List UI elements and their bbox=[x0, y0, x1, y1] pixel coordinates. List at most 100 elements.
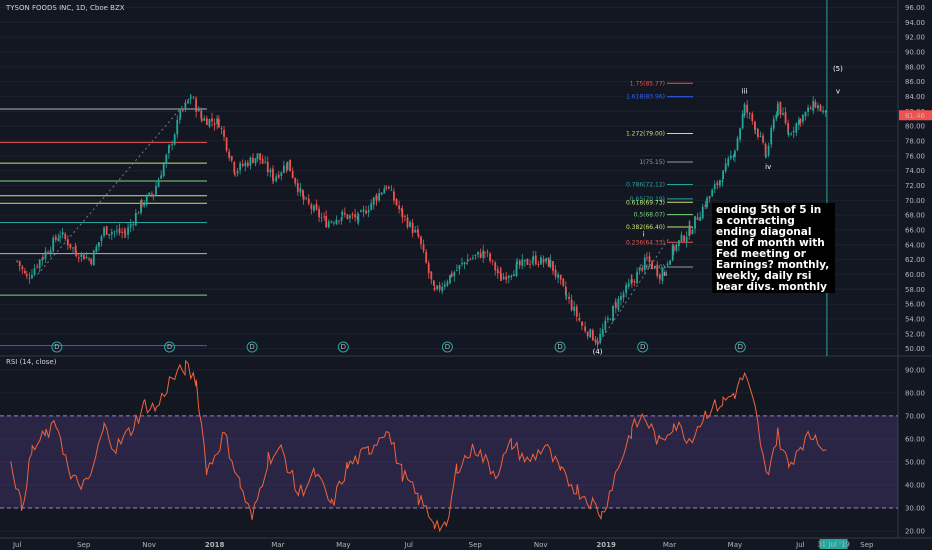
candle-body bbox=[155, 186, 157, 195]
candle-body bbox=[213, 123, 216, 125]
time-axis[interactable]: Jul Sep Nov 2018 Mar May Jul Sep Nov 2019 Mar May Ju… bbox=[12, 539, 874, 549]
rsi-line[interactable] bbox=[10, 359, 827, 533]
candle-body bbox=[542, 259, 545, 263]
candle-body bbox=[28, 277, 31, 279]
candle-body bbox=[653, 266, 656, 268]
analysis-annotation[interactable]: ending 5th of 5 in a contracting ending … bbox=[712, 203, 835, 293]
candle-body bbox=[313, 205, 315, 211]
candle-body bbox=[554, 269, 557, 277]
rsi-tick-label: 80.00 bbox=[905, 389, 925, 397]
candle-body bbox=[225, 137, 228, 151]
candle-body bbox=[189, 98, 192, 100]
candle-body bbox=[425, 251, 428, 263]
price-tick-label: 74.00 bbox=[905, 167, 925, 175]
candle-body bbox=[633, 281, 636, 283]
candle-body bbox=[302, 195, 305, 201]
candle-body bbox=[82, 254, 85, 260]
candle-body bbox=[422, 244, 425, 251]
candle-body bbox=[151, 193, 153, 195]
price-tick-label: 86.00 bbox=[905, 78, 925, 86]
candle-body bbox=[557, 274, 560, 278]
candle-body bbox=[589, 329, 592, 338]
dividend-marker[interactable] bbox=[337, 341, 349, 353]
price-tick-label: 90.00 bbox=[905, 48, 925, 56]
candle-body bbox=[469, 259, 472, 261]
candle-body bbox=[272, 179, 275, 181]
candle-body bbox=[510, 275, 513, 278]
candle-body bbox=[683, 235, 685, 242]
candle-body bbox=[77, 257, 80, 259]
dividend-marker[interactable] bbox=[554, 341, 566, 353]
dividend-marker[interactable] bbox=[441, 341, 453, 353]
candle-body bbox=[708, 196, 711, 199]
candle-body bbox=[807, 107, 809, 112]
candle-body bbox=[523, 259, 526, 262]
candle-body bbox=[318, 208, 320, 218]
price-tick-label: 58.00 bbox=[905, 286, 925, 294]
candle-body bbox=[184, 102, 187, 110]
candle-body bbox=[296, 183, 299, 192]
candle-body bbox=[606, 318, 609, 320]
candle-body bbox=[441, 286, 444, 292]
candle-body bbox=[59, 236, 61, 238]
candle-body bbox=[118, 228, 121, 234]
candle-body bbox=[722, 170, 725, 180]
candle-body bbox=[246, 162, 249, 167]
candle-body bbox=[765, 154, 767, 157]
candle-body bbox=[586, 331, 589, 337]
horizontal-levels bbox=[0, 0, 828, 356]
dividend-marker-label: D bbox=[341, 343, 346, 351]
candle-body bbox=[208, 119, 211, 127]
candle-body bbox=[764, 143, 767, 156]
candle-body bbox=[664, 266, 666, 268]
price-tick-label: 66.00 bbox=[905, 226, 925, 234]
candle-body bbox=[552, 261, 554, 271]
candle-body bbox=[103, 227, 105, 236]
dividend-marker[interactable] bbox=[164, 341, 176, 353]
candle-body bbox=[228, 151, 231, 158]
trend-line-dotted[interactable] bbox=[37, 96, 192, 275]
candle-body bbox=[74, 246, 77, 252]
rsi-band bbox=[0, 415, 898, 509]
candle-body bbox=[261, 159, 264, 164]
candle-body bbox=[129, 224, 132, 228]
rsi-pane bbox=[0, 359, 898, 533]
candle-body bbox=[404, 215, 406, 217]
rsi-tick-label: 70.00 bbox=[905, 412, 925, 420]
candle-body bbox=[716, 182, 719, 186]
candle-body bbox=[310, 204, 313, 210]
candle-body bbox=[195, 98, 198, 112]
candle-body bbox=[16, 260, 19, 262]
candle-body bbox=[23, 270, 26, 274]
candle-body bbox=[484, 252, 486, 253]
dividend-marker[interactable] bbox=[637, 341, 649, 353]
candle-body bbox=[327, 221, 330, 228]
dividend-marker[interactable] bbox=[246, 341, 258, 353]
trend-line-dotted[interactable] bbox=[597, 237, 670, 346]
price-axis[interactable]: 50.00 52.00 54.00 56.00 58.00 60.00 62.00 64.00… bbox=[899, 4, 932, 353]
candle-body bbox=[627, 283, 630, 287]
candle-body bbox=[799, 118, 802, 124]
candle-body bbox=[85, 256, 88, 259]
candle-body bbox=[378, 193, 381, 201]
candle-body bbox=[211, 118, 213, 122]
candle-body bbox=[330, 221, 333, 223]
candle-body bbox=[341, 211, 344, 216]
candle-body bbox=[95, 246, 98, 253]
candle-body bbox=[584, 326, 587, 332]
candle-body bbox=[351, 214, 354, 216]
price-tick-label: 78.00 bbox=[905, 137, 925, 145]
candle-body bbox=[489, 253, 491, 261]
candle-body bbox=[636, 271, 638, 284]
candle-body bbox=[168, 145, 171, 147]
candle-body bbox=[269, 169, 272, 173]
price-tick-label: 92.00 bbox=[905, 34, 925, 42]
candle-body bbox=[564, 286, 567, 296]
rsi-axis[interactable]: 20.00 30.00 40.00 50.00 60.00 70.00 80.00 90.00 bbox=[905, 366, 925, 535]
candle-body bbox=[658, 274, 661, 280]
dividend-marker[interactable] bbox=[734, 341, 746, 353]
dividend-marker[interactable] bbox=[51, 341, 63, 353]
candle-body bbox=[573, 306, 576, 312]
candle-body bbox=[18, 261, 21, 267]
candle-body bbox=[817, 105, 819, 109]
